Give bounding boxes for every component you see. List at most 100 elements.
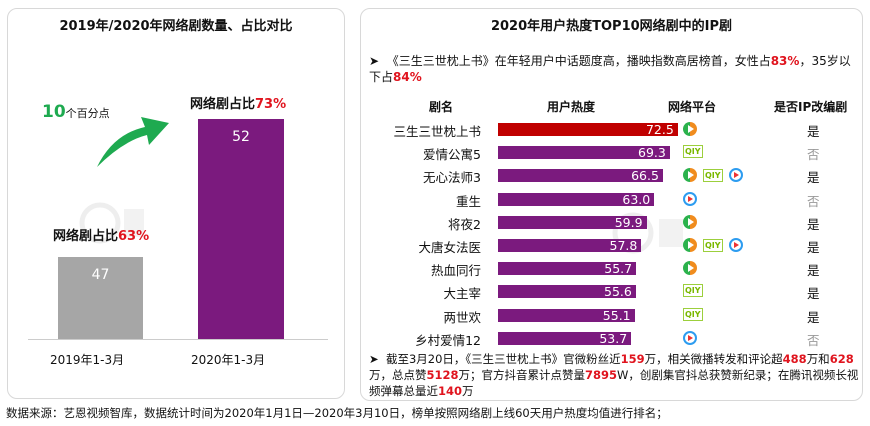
heat-bar: 59.9: [498, 214, 647, 230]
up-arrow-icon: [97, 117, 169, 167]
note-text: 628: [829, 352, 854, 366]
iqiyi-icon: QIY: [683, 145, 703, 159]
bar-2019: 47: [58, 257, 143, 339]
x-tick: 2019年1-3月: [50, 353, 125, 367]
platform-icons: [683, 191, 697, 206]
note-text: 7895: [585, 368, 618, 382]
note-text: 万，相关微播转发和评论超: [644, 352, 783, 366]
heat-value: 53.7: [599, 330, 628, 346]
note-text: 万；官方抖音累计点赞量: [458, 368, 586, 382]
table-row: 两世欢 55.1 QIY 是: [361, 304, 864, 327]
heat-value: 55.1: [602, 307, 631, 323]
heat-value: 55.7: [604, 261, 633, 277]
bar-value: 47: [91, 267, 110, 283]
heat-value: 57.8: [609, 238, 638, 253]
ip-flag: 是: [807, 216, 820, 232]
heat-value: 66.5: [631, 168, 659, 184]
ip-flag: 否: [807, 332, 820, 348]
table-row: 大唐女法医 57.8 QIY 是: [361, 234, 864, 257]
heat-bar: 55.1: [498, 307, 635, 323]
bar-2020: 52: [198, 119, 284, 339]
note-text: 5128: [426, 368, 459, 382]
table-row: 无心法师3 66.5 QIY 是: [361, 164, 864, 187]
drama-name: 大主宰: [443, 286, 481, 302]
drama-name: 热血同行: [430, 263, 481, 279]
drama-name: 将夜2: [448, 216, 481, 232]
axis-line: [28, 339, 328, 340]
table-row: 三生三世枕上书 72.5 是: [361, 118, 864, 141]
platform-icons: [683, 214, 697, 229]
heat-value: 59.9: [614, 214, 643, 230]
header-ip: 是否IP改编剧: [774, 100, 848, 114]
note-text: W，创剧集官抖总获赞新纪录；在腾讯视频长视频弹幕总量近: [369, 368, 859, 398]
ip-flag: 是: [807, 124, 820, 139]
platform-icons: QIY: [683, 168, 743, 183]
heat-value: 72.5: [645, 122, 674, 137]
iqiyi-icon: QIY: [703, 238, 723, 252]
heat-bar: 57.8: [498, 238, 642, 253]
platform-icons: QIY: [683, 284, 703, 298]
tencent-video-icon: [683, 261, 697, 276]
heat-bar: 72.5: [498, 122, 678, 137]
tencent-video-icon: [683, 122, 697, 136]
platform-icons: QIY: [683, 307, 703, 321]
table-row: 热血同行 55.7 是: [361, 257, 864, 280]
ip-flag: 是: [807, 240, 820, 255]
drama-name: 重生: [455, 193, 481, 209]
heat-bar: 53.7: [498, 330, 632, 346]
drama-name: 爱情公寓5: [423, 147, 481, 163]
youku-video-icon: [683, 330, 697, 345]
bullet-1: ➤ 《三生三世枕上书》在年轻用户中话题度高，播映指数高居榜首，女性占83%，35…: [369, 54, 851, 84]
heat-value: 63.0: [622, 191, 651, 207]
ip-flag: 是: [807, 263, 820, 279]
youku-video-icon: [728, 238, 743, 252]
iqiyi-icon: QIY: [683, 284, 703, 298]
heat-bar: 66.5: [498, 168, 663, 184]
drama-name: 乡村爱情12: [415, 332, 481, 348]
note-text: 488: [782, 352, 807, 366]
x-tick: 2020年1-3月: [191, 353, 266, 367]
ip-flag: 是: [807, 170, 820, 186]
youku-video-icon: [728, 168, 743, 183]
header-heat: 用户热度: [547, 100, 596, 114]
tencent-video-icon: [683, 214, 697, 229]
header-platform: 网络平台: [668, 100, 717, 114]
header-name: 剧名: [429, 100, 454, 114]
iqiyi-icon: QIY: [683, 307, 703, 321]
iqiyi-icon: QIY: [703, 168, 723, 182]
heat-bar: 55.7: [498, 261, 637, 277]
drama-name: 无心法师3: [423, 170, 481, 186]
ip-flag: 否: [807, 147, 820, 163]
drama-name: 大唐女法医: [418, 240, 481, 255]
heat-value: 69.3: [638, 145, 666, 161]
drama-name: 两世欢: [443, 309, 481, 325]
annotation-2020: 网络剧占比73%: [190, 97, 287, 112]
note-text: 140: [438, 384, 463, 398]
heat-value: 55.6: [604, 284, 632, 300]
platform-icons: [683, 330, 697, 345]
bar-value: 52: [232, 129, 250, 145]
note-text: 159: [620, 352, 645, 366]
right-title: 2020年用户热度TOP10网络剧中的IP剧: [490, 19, 733, 34]
footer-source: 数据来源：艺恩视频智库，数据统计时间为2020年1月1日—2020年3月10日，…: [6, 406, 668, 420]
note-text: 万: [462, 384, 474, 398]
table-row: 大主宰 55.6 QIY 是: [361, 280, 864, 303]
table-row: 将夜2 59.9 是: [361, 211, 864, 234]
platform-icons: QIY: [683, 145, 703, 159]
ip-flag: 是: [807, 309, 820, 325]
table-row: 爱情公寓5 69.3 QIY 否: [361, 141, 864, 164]
youku-video-icon: [683, 191, 697, 206]
arrow-label: 10个百分点: [42, 102, 110, 122]
right-panel: 2020年用户热度TOP10网络剧中的IP剧 ➤ 《三生三世枕上书》在年轻用户中…: [360, 8, 863, 401]
ip-flag: 否: [807, 193, 820, 209]
table-row: 乡村爱情12 53.7 否: [361, 327, 864, 350]
tencent-video-icon: [683, 238, 697, 252]
drama-name: 三生三世枕上书: [393, 124, 481, 139]
heat-bar: 55.6: [498, 284, 636, 300]
note-text: 万和: [806, 352, 830, 366]
heat-bar: 63.0: [498, 191, 655, 207]
heat-bar: 69.3: [498, 145, 670, 161]
annotation-2019: 网络剧占比63%: [53, 229, 150, 244]
note-text: 万，总点赞: [369, 368, 427, 382]
platform-icons: [683, 122, 697, 136]
